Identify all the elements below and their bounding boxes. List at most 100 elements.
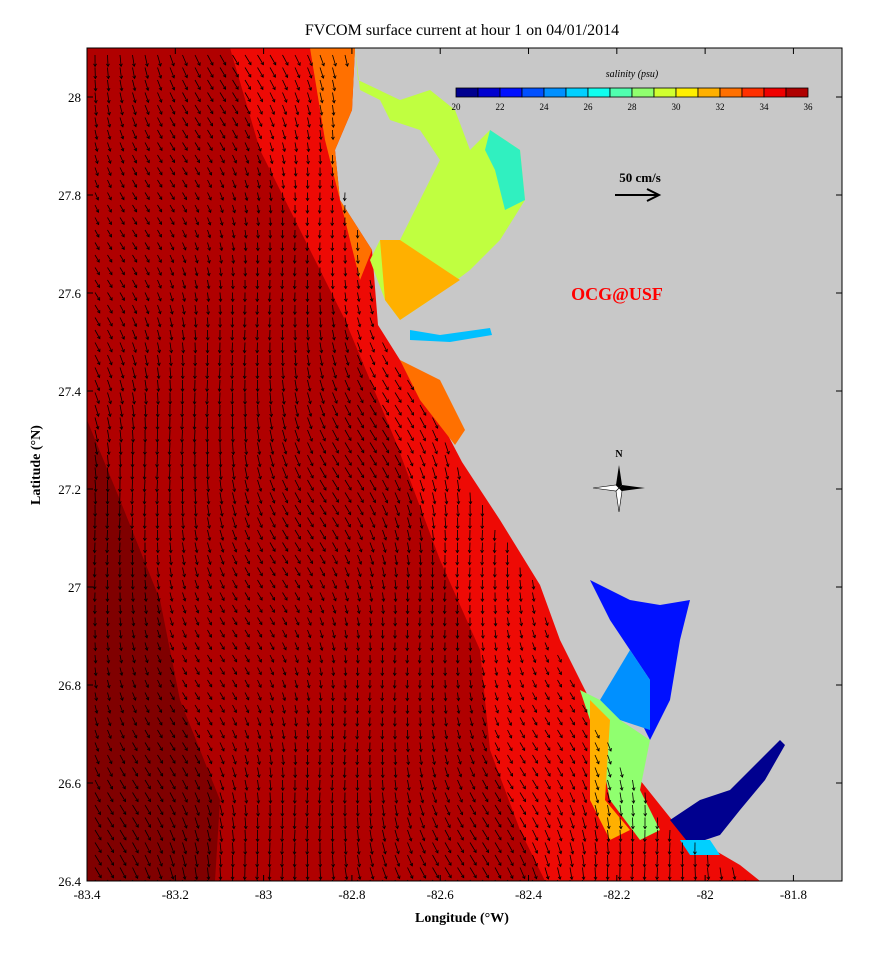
- vector-head: [171, 98, 176, 103]
- vector-shaft: [119, 67, 122, 79]
- current-vector-arrow: [119, 79, 124, 92]
- vector-shaft: [169, 467, 171, 480]
- current-vector-arrow: [357, 304, 361, 315]
- vector-shaft: [257, 217, 259, 226]
- current-vector-arrow: [342, 204, 347, 214]
- vector-shaft: [119, 267, 125, 275]
- current-vector-arrow: [119, 279, 125, 289]
- current-vector-arrow: [231, 429, 235, 443]
- vector-head: [197, 62, 201, 66]
- current-vector-arrow: [144, 129, 150, 140]
- current-vector-arrow: [330, 154, 335, 165]
- vector-shaft: [232, 217, 235, 226]
- vector-head: [242, 311, 247, 316]
- vector-head: [93, 75, 98, 80]
- current-vector-arrow: [155, 442, 160, 456]
- current-vector-arrow: [94, 229, 100, 238]
- vector-head: [243, 413, 248, 418]
- vector-shaft: [157, 317, 161, 327]
- current-vector-arrow: [357, 329, 362, 341]
- vector-shaft: [94, 429, 99, 442]
- vector-head: [281, 185, 286, 190]
- vector-head: [156, 401, 160, 405]
- current-vector-arrow: [218, 279, 223, 290]
- current-vector-arrow: [94, 342, 101, 353]
- vector-head: [280, 298, 285, 303]
- vector-head: [180, 439, 184, 443]
- current-vector-arrow: [232, 117, 238, 127]
- current-vector-arrow: [119, 92, 124, 104]
- current-vector-arrow: [307, 54, 313, 67]
- vector-shaft: [357, 392, 364, 403]
- vector-head: [345, 362, 350, 366]
- current-vector-arrow: [182, 192, 188, 201]
- vector-shaft: [144, 179, 150, 188]
- vector-shaft: [94, 329, 101, 339]
- current-vector-arrow: [281, 192, 285, 202]
- vector-head: [360, 399, 364, 404]
- vector-head: [281, 375, 286, 380]
- vector-shaft: [132, 67, 136, 79]
- vector-shaft: [244, 342, 246, 353]
- vector-shaft: [182, 254, 186, 263]
- vector-shaft: [194, 142, 201, 151]
- vector-shaft: [144, 392, 147, 405]
- vector-head: [145, 310, 150, 315]
- current-vector-arrow: [307, 67, 313, 79]
- vector-head: [306, 136, 311, 141]
- current-vector-arrow: [256, 204, 261, 214]
- vector-head: [222, 61, 227, 66]
- current-vector-arrow: [119, 317, 125, 327]
- current-vector-arrow: [194, 267, 199, 277]
- vector-head: [255, 375, 260, 380]
- vector-shaft: [107, 129, 111, 140]
- vector-head: [282, 426, 287, 430]
- vector-shaft: [344, 342, 349, 353]
- current-vector-arrow: [119, 242, 125, 251]
- vector-head: [347, 412, 351, 417]
- vector-head: [308, 74, 313, 79]
- vector-head: [345, 63, 349, 67]
- vector-head: [268, 197, 273, 202]
- vector-shaft: [207, 317, 209, 328]
- vector-shaft: [319, 379, 324, 391]
- current-vector-arrow: [169, 342, 174, 354]
- vector-shaft: [369, 379, 376, 391]
- current-vector-arrow: [231, 242, 236, 252]
- current-vector-arrow: [192, 417, 197, 431]
- vector-head: [182, 285, 187, 290]
- vector-head: [245, 160, 250, 164]
- current-vector-arrow: [293, 217, 297, 227]
- vector-shaft: [132, 117, 137, 127]
- current-vector-arrow: [94, 192, 100, 201]
- vector-head: [331, 324, 336, 328]
- vector-head: [192, 388, 197, 393]
- vector-shaft: [219, 392, 221, 405]
- vector-shaft: [207, 242, 211, 251]
- vector-shaft: [319, 54, 325, 66]
- current-vector-arrow: [132, 129, 137, 140]
- current-vector-arrow: [257, 79, 264, 91]
- vector-head: [370, 310, 374, 315]
- current-vector-arrow: [94, 417, 100, 430]
- vector-head: [132, 63, 136, 68]
- vector-shaft: [332, 92, 335, 103]
- current-vector-arrow: [293, 179, 298, 190]
- vector-shaft: [156, 479, 158, 492]
- current-vector-arrow: [232, 167, 237, 177]
- current-vector-arrow: [244, 117, 251, 127]
- vector-shaft: [207, 304, 209, 315]
- current-vector-arrow: [94, 329, 101, 340]
- vector-head: [183, 221, 187, 226]
- vector-head: [385, 374, 389, 378]
- vector-head: [146, 147, 150, 152]
- current-vector-arrow: [319, 367, 324, 379]
- vector-head: [106, 87, 111, 92]
- vector-head: [171, 110, 176, 115]
- vector-shaft: [144, 567, 146, 578]
- current-vector-arrow: [255, 279, 260, 290]
- vector-shaft: [144, 104, 150, 115]
- vector-head: [330, 273, 335, 277]
- current-vector-arrow: [394, 429, 402, 442]
- vector-head: [107, 111, 111, 116]
